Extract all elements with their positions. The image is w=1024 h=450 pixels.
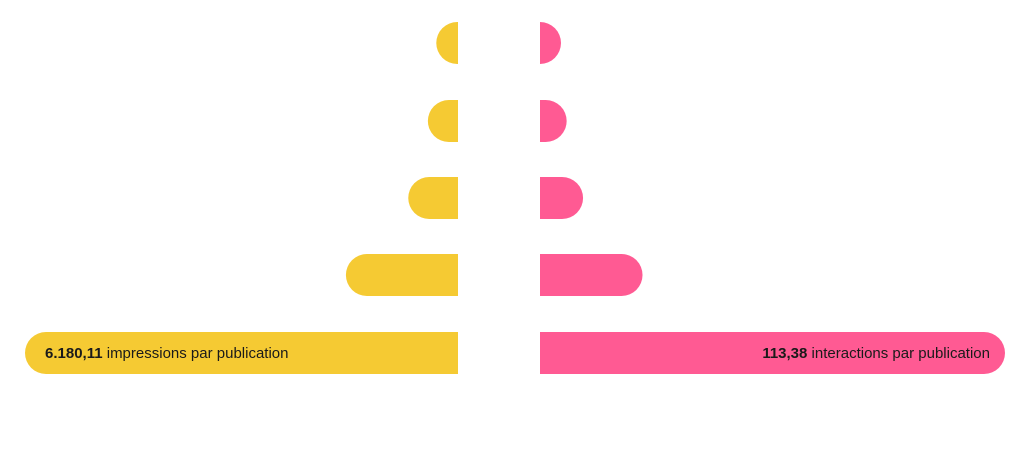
interactions-label: 113,38 interactions par publication (762, 345, 990, 362)
interactions-bars (540, 22, 1005, 374)
impressions-bar-5 (25, 332, 458, 374)
impressions-bar-2 (427, 100, 458, 142)
interactions-value: 113,38 (762, 345, 807, 362)
impressions-value: 6.180,11 (45, 345, 103, 362)
impressions-bar-3 (408, 177, 458, 219)
impressions-bar-1 (436, 22, 458, 64)
interactions-bar-1 (540, 22, 561, 64)
impressions-unit-text: impressions par publication (107, 345, 289, 362)
interactions-bar-3 (540, 177, 584, 219)
interactions-bar-2 (540, 100, 567, 142)
impressions-bar-4 (345, 254, 458, 296)
interactions-bar-4 (540, 254, 643, 296)
impressions-bars (25, 22, 458, 374)
interactions-bar-5 (540, 332, 1005, 374)
impressions-label: 6.180,11 impressions par publication (45, 345, 289, 362)
interactions-unit-text: interactions par publication (812, 345, 990, 362)
